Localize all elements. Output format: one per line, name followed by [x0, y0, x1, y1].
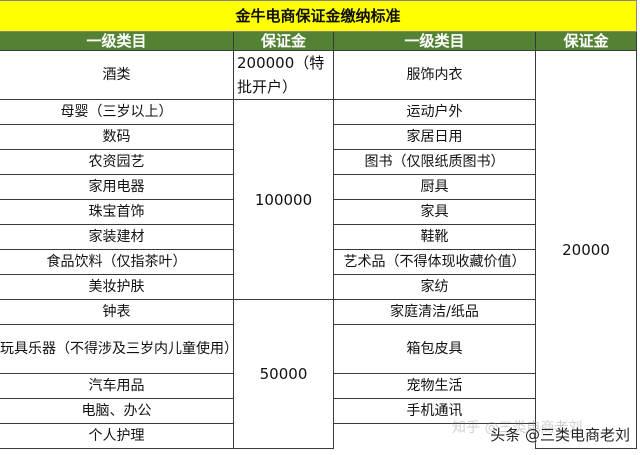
- category-cell: 箱包皮具: [333, 324, 536, 374]
- category-cell: 玩具乐器（不得涉及三岁内儿童使用）: [0, 324, 238, 374]
- category-cell: 鞋靴: [333, 224, 536, 250]
- category-cell: 美妆护肤: [0, 274, 234, 300]
- watermark: 头条 @三类电商老刘: [490, 426, 630, 444]
- category-cell: 钟表: [0, 299, 234, 325]
- empty-cell: [333, 423, 536, 449]
- header-category: 一级类目: [0, 31, 234, 51]
- header-category: 一级类目: [333, 31, 536, 51]
- category-cell: 家具: [333, 199, 536, 225]
- category-cell: 厨具: [333, 174, 536, 200]
- category-cell: 服饰内衣: [333, 50, 536, 100]
- category-cell: 食品饮料（仅指茶叶）: [0, 249, 234, 275]
- deposit-cell: 50000: [233, 299, 334, 449]
- category-cell: 手机通讯: [333, 398, 536, 424]
- category-cell: 珠宝首饰: [0, 199, 234, 225]
- category-cell: 家纺: [333, 274, 536, 300]
- category-cell: 运动户外: [333, 99, 536, 125]
- category-cell: 个人护理: [0, 423, 234, 449]
- header-deposit: 保证金: [534, 31, 638, 51]
- category-cell: 家庭清洁/纸品: [333, 299, 536, 325]
- category-cell: 艺术品（不得体现收藏价值）: [333, 249, 536, 275]
- deposit-cell: 100000: [233, 99, 334, 300]
- category-cell: 酒类: [0, 50, 234, 100]
- category-cell: 母婴（三岁以上）: [0, 99, 234, 125]
- category-cell: 家用电器: [0, 174, 234, 200]
- table-title: 金牛电商保证金缴纳标准: [0, 0, 638, 32]
- category-cell: 图书（仅限纸质图书）: [333, 149, 536, 175]
- category-cell: 家居日用: [333, 124, 536, 150]
- category-cell: 农资园艺: [0, 149, 234, 175]
- category-cell: 宠物生活: [333, 373, 536, 399]
- deposit-cell: 200000（特批开户）: [233, 50, 334, 100]
- category-cell: 家装建材: [0, 224, 234, 250]
- category-cell: 电脑、办公: [0, 398, 234, 424]
- category-cell: 数码: [0, 124, 234, 150]
- category-cell: 汽车用品: [0, 373, 234, 399]
- watermark-faint: 知乎 @三类电商老刘: [452, 420, 583, 436]
- header-deposit: 保证金: [233, 31, 334, 51]
- deposit-cell: 20000: [534, 50, 638, 449]
